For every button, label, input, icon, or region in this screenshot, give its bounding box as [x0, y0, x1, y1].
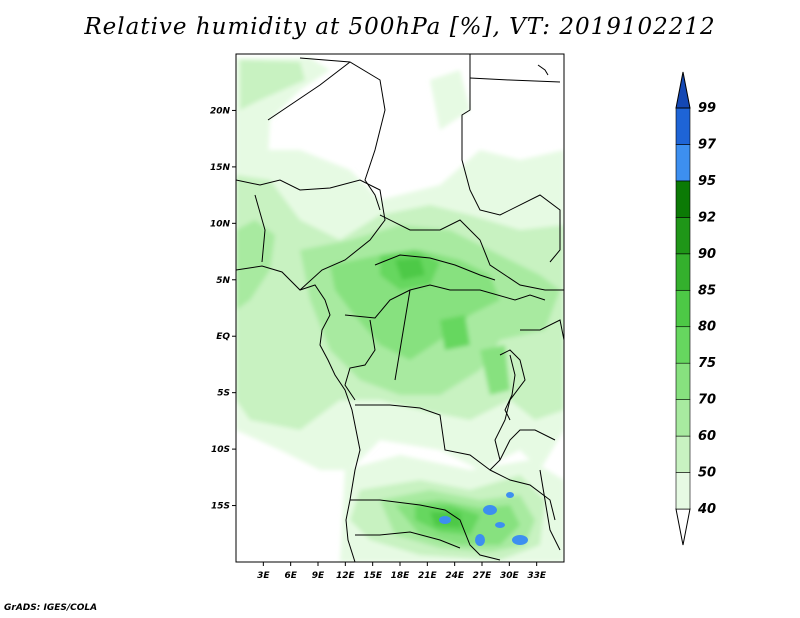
border-line [394, 289, 411, 381]
rh-high-spots [439, 492, 528, 546]
border-line [236, 265, 361, 562]
rh-spot [439, 516, 451, 524]
rh-region [240, 60, 305, 110]
border-line [350, 499, 501, 561]
lon-tick-label: 24E [445, 571, 465, 581]
border-line [374, 254, 496, 281]
colorbar: 40 50 60 70 75 80 85 90 92 95 97 99 [675, 71, 717, 546]
lat-tick-label: 5N [216, 276, 230, 286]
rh-spot [483, 505, 497, 515]
colorbar-under-triangle [675, 508, 691, 546]
rh-region [480, 345, 510, 395]
colorbar-label: 85 [698, 283, 716, 298]
rh-spot [512, 535, 528, 545]
border-line [520, 319, 564, 341]
border-line [537, 64, 549, 76]
lat-tick-label: 10N [210, 219, 231, 229]
colorbar-segment [675, 472, 691, 510]
colorbar-label: 80 [698, 320, 716, 335]
lon-tick-label: 21E [418, 571, 438, 581]
rh-spot [475, 534, 485, 546]
lat-tick-label: 10S [211, 445, 230, 455]
colorbar-segment [675, 289, 691, 328]
lon-tick-label: 12E [336, 571, 356, 581]
border-line [236, 179, 386, 291]
colorbar-segment [675, 362, 691, 400]
lon-tick-label: 27E [473, 571, 493, 581]
colorbar-label: 70 [698, 393, 716, 408]
colorbar-segment [675, 180, 691, 218]
border-line [379, 214, 564, 291]
colorbar-label: 97 [698, 137, 717, 152]
rh-spot [495, 522, 505, 528]
border-line [344, 319, 376, 401]
lat-tick-label: 15S [211, 502, 230, 512]
border-line [299, 57, 386, 211]
colorbar-segment [675, 217, 691, 255]
rh-region [430, 70, 470, 130]
colorbar-segment [675, 107, 691, 145]
latitude-ticks: 20N 15N 10N 5N EQ 5S 10S 15S [210, 106, 236, 512]
lat-tick-label: 15N [210, 163, 231, 173]
border-line [469, 77, 561, 83]
colorbar-segment [675, 399, 691, 437]
credit-label: GrADS: IGES/COLA [4, 603, 98, 613]
lat-tick-label: 20N [210, 106, 231, 116]
colorbar-over-triangle [675, 71, 691, 109]
border-line [504, 354, 516, 421]
colorbar-label: 90 [698, 247, 716, 262]
lon-tick-label: 15E [363, 571, 383, 581]
country-borders [236, 54, 564, 562]
lon-tick-label: 3E [257, 571, 270, 581]
longitude-ticks: 3E 6E 9E 12E 15E 18E 21E 24E 27E 30E 33E [257, 562, 547, 581]
rh-region [440, 315, 470, 350]
lat-tick-label: EQ [216, 332, 230, 342]
colorbar-segment [675, 253, 691, 291]
lon-tick-label: 33E [527, 571, 547, 581]
colorbar-label: 60 [698, 429, 716, 444]
lon-tick-label: 30E [500, 571, 520, 581]
lon-tick-label: 9E [312, 571, 325, 581]
colorbar-segment [675, 144, 691, 182]
colorbar-segment [675, 326, 691, 364]
border-line [494, 349, 526, 461]
border-line [344, 284, 546, 319]
border-line [355, 404, 556, 471]
humidity-shading [236, 58, 564, 562]
lon-tick-label: 6E [284, 571, 297, 581]
colorbar-label: 75 [698, 356, 716, 371]
colorbar-label: 95 [698, 174, 716, 189]
colorbar-label: 99 [698, 101, 716, 116]
border-line [355, 531, 461, 549]
border-line [254, 194, 266, 263]
colorbar-segment [675, 435, 691, 473]
lon-tick-label: 18E [391, 571, 411, 581]
colorbar-label: 50 [698, 466, 716, 481]
rh-region [395, 258, 425, 280]
map-title: Relative humidity at 500hPa [%], VT: 201… [84, 14, 716, 40]
colorbar-label: 40 [697, 502, 716, 517]
border-line [461, 54, 561, 263]
border-line [489, 469, 556, 521]
lat-tick-label: 5S [217, 389, 230, 399]
rh-spot [506, 492, 514, 498]
rh-region [236, 220, 275, 310]
border-line [267, 61, 351, 121]
border-line [539, 469, 561, 551]
colorbar-label: 92 [698, 210, 716, 225]
